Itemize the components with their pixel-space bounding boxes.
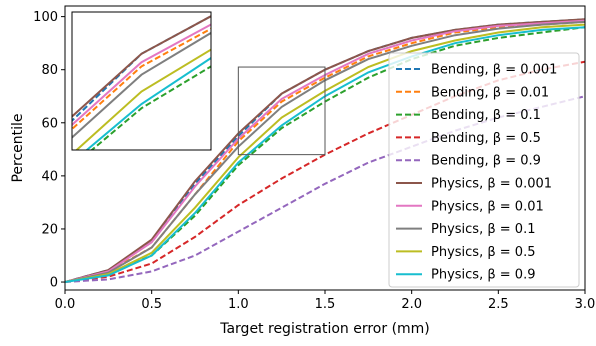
y-tick-label: 40 [41, 169, 58, 184]
legend-label-5: Physics, β = 0.001 [431, 177, 552, 192]
x-tick-label: 1.5 [315, 297, 336, 312]
legend: Bending, β = 0.001 Bending, β = 0.01 Bendi… [388, 52, 580, 288]
x-tick-label: 0.5 [141, 297, 162, 312]
x-tick-label: 1.0 [228, 297, 249, 312]
legend-label-9: Physics, β = 0.9 [431, 268, 535, 283]
legend-box [388, 52, 580, 288]
zoom-region-box [237, 66, 326, 156]
x-tick-label: 2.5 [488, 297, 509, 312]
legend-label-1: Bending, β = 0.01 [431, 85, 549, 100]
legend-label-3: Bending, β = 0.5 [431, 131, 541, 146]
legend-label-7: Physics, β = 0.1 [431, 222, 535, 237]
y-tick-label: 80 [41, 63, 58, 78]
y-tick-label: 20 [41, 222, 58, 237]
inset-frame [71, 11, 212, 151]
y-axis: 0 20 40 60 80 100 [33, 10, 65, 291]
y-tick-label: 0 [50, 276, 58, 291]
x-tick-label: 2.0 [401, 297, 422, 312]
y-tick-label: 100 [33, 10, 58, 25]
legend-label-4: Bending, β = 0.9 [431, 154, 541, 169]
series-line-4 [65, 95, 585, 283]
inset-background [72, 12, 211, 150]
legend-label-8: Physics, β = 0.5 [431, 245, 535, 260]
legend-label-2: Bending, β = 0.1 [431, 108, 541, 123]
legend-label-6: Physics, β = 0.01 [431, 199, 544, 214]
y-tick-label: 60 [41, 116, 58, 131]
legend-label-0: Bending, β = 0.001 [431, 63, 557, 78]
x-axis-label: Target registration error (mm) [219, 321, 430, 337]
x-tick-label: 3.0 [575, 297, 596, 312]
y-axis-label: Percentile [10, 113, 26, 182]
x-axis: 0.0 0.5 1.0 1.5 2.0 2.5 3.0 [55, 290, 596, 312]
x-tick-label: 0.0 [55, 297, 76, 312]
